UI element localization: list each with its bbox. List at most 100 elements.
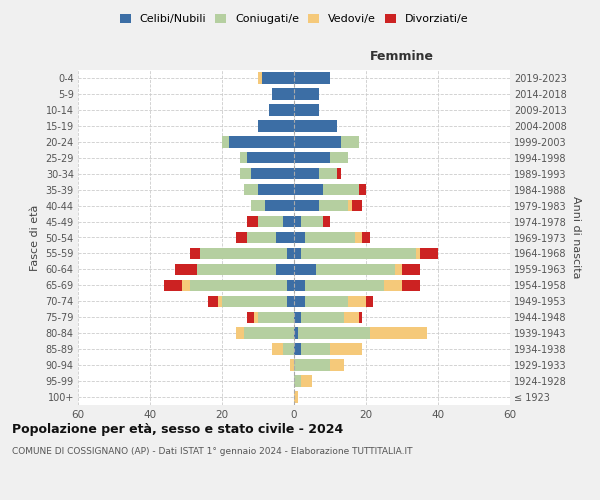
- Bar: [294, 104, 319, 116]
- Text: Femmine: Femmine: [370, 50, 434, 64]
- Bar: [294, 184, 323, 196]
- Bar: [294, 344, 301, 355]
- Y-axis label: Anni di nascita: Anni di nascita: [571, 196, 581, 279]
- Bar: [258, 72, 262, 84]
- Bar: [362, 232, 370, 243]
- Bar: [294, 328, 298, 339]
- Bar: [247, 312, 254, 323]
- Bar: [236, 232, 247, 243]
- Bar: [370, 328, 427, 339]
- Bar: [294, 264, 316, 275]
- Bar: [294, 216, 301, 228]
- Legend: Celibi/Nubili, Coniugati/e, Vedovi/e, Divorziati/e: Celibi/Nubili, Coniugati/e, Vedovi/e, Di…: [116, 10, 472, 28]
- Bar: [305, 296, 348, 307]
- Bar: [258, 216, 283, 228]
- Bar: [258, 184, 294, 196]
- Bar: [287, 296, 294, 307]
- Bar: [218, 296, 222, 307]
- Bar: [319, 168, 337, 179]
- Bar: [395, 264, 402, 275]
- Bar: [244, 184, 258, 196]
- Bar: [316, 264, 395, 275]
- Bar: [190, 248, 200, 259]
- Bar: [247, 152, 294, 164]
- Bar: [301, 312, 344, 323]
- Bar: [276, 232, 294, 243]
- Bar: [344, 312, 359, 323]
- Bar: [182, 280, 190, 291]
- Bar: [294, 152, 330, 164]
- Bar: [323, 216, 330, 228]
- Bar: [305, 280, 384, 291]
- Bar: [294, 120, 337, 132]
- Bar: [287, 280, 294, 291]
- Bar: [348, 200, 352, 211]
- Bar: [283, 216, 294, 228]
- Bar: [301, 248, 416, 259]
- Bar: [294, 312, 301, 323]
- Bar: [294, 280, 305, 291]
- Bar: [298, 328, 370, 339]
- Bar: [348, 296, 366, 307]
- Bar: [330, 360, 344, 371]
- Bar: [330, 344, 362, 355]
- Bar: [208, 296, 218, 307]
- Bar: [341, 136, 359, 147]
- Bar: [294, 136, 341, 147]
- Bar: [294, 392, 298, 403]
- Bar: [283, 344, 294, 355]
- Bar: [294, 296, 305, 307]
- Bar: [240, 168, 251, 179]
- Bar: [384, 280, 402, 291]
- Bar: [301, 376, 312, 387]
- Bar: [301, 216, 323, 228]
- Bar: [294, 360, 330, 371]
- Bar: [420, 248, 438, 259]
- Bar: [323, 184, 359, 196]
- Bar: [416, 248, 420, 259]
- Bar: [190, 280, 287, 291]
- Bar: [355, 232, 362, 243]
- Bar: [359, 312, 362, 323]
- Bar: [294, 376, 301, 387]
- Text: COMUNE DI COSSIGNANO (AP) - Dati ISTAT 1° gennaio 2024 - Elaborazione TUTTITALIA: COMUNE DI COSSIGNANO (AP) - Dati ISTAT 1…: [12, 448, 413, 456]
- Bar: [337, 168, 341, 179]
- Bar: [175, 264, 197, 275]
- Bar: [236, 328, 244, 339]
- Bar: [294, 200, 319, 211]
- Bar: [222, 136, 229, 147]
- Bar: [258, 120, 294, 132]
- Bar: [240, 152, 247, 164]
- Bar: [294, 232, 305, 243]
- Bar: [251, 200, 265, 211]
- Bar: [402, 264, 420, 275]
- Bar: [301, 344, 330, 355]
- Bar: [294, 72, 330, 84]
- Bar: [258, 312, 294, 323]
- Bar: [305, 232, 355, 243]
- Bar: [251, 168, 294, 179]
- Bar: [294, 168, 319, 179]
- Bar: [247, 232, 276, 243]
- Bar: [244, 328, 294, 339]
- Bar: [402, 280, 420, 291]
- Bar: [254, 312, 258, 323]
- Bar: [200, 248, 287, 259]
- Bar: [330, 152, 348, 164]
- Bar: [287, 248, 294, 259]
- Bar: [352, 200, 362, 211]
- Bar: [272, 88, 294, 100]
- Text: Popolazione per età, sesso e stato civile - 2024: Popolazione per età, sesso e stato civil…: [12, 422, 343, 436]
- Bar: [359, 184, 366, 196]
- Bar: [276, 264, 294, 275]
- Bar: [262, 72, 294, 84]
- Bar: [164, 280, 182, 291]
- Bar: [229, 136, 294, 147]
- Bar: [197, 264, 276, 275]
- Bar: [272, 344, 283, 355]
- Bar: [319, 200, 348, 211]
- Bar: [294, 88, 319, 100]
- Y-axis label: Fasce di età: Fasce di età: [30, 204, 40, 270]
- Bar: [247, 216, 258, 228]
- Bar: [265, 200, 294, 211]
